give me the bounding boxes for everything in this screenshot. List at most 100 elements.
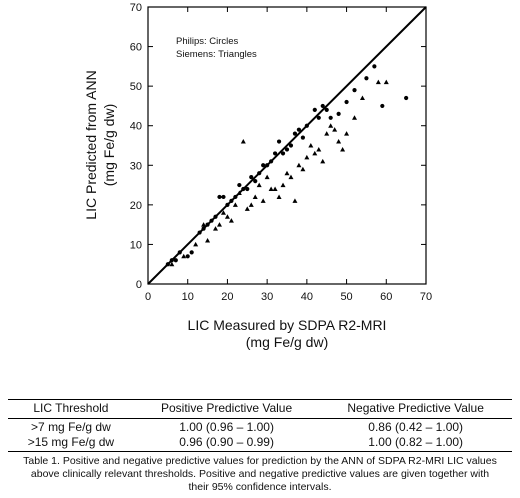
- column-header: Negative Predictive Value: [319, 399, 512, 419]
- philips-circle-point: [229, 198, 234, 203]
- siemens-triangle-point: [336, 139, 342, 144]
- siemens-triangle-point: [264, 174, 270, 180]
- siemens-triangle-point: [300, 166, 306, 172]
- siemens-triangle-point: [280, 182, 286, 188]
- y-tick-label: 60: [130, 42, 142, 54]
- philips-circle-point: [253, 179, 258, 184]
- y-tick-label: 20: [130, 200, 142, 212]
- siemens-triangle-point: [288, 174, 294, 180]
- y-tick-label: 10: [130, 239, 142, 251]
- y-tick-label: 40: [130, 121, 142, 133]
- siemens-triangle-point: [224, 214, 230, 219]
- x-tick-label: 40: [301, 291, 313, 303]
- x-axis-title-line1: LIC Measured by SDPA R2-MRI: [188, 317, 387, 333]
- siemens-triangle-point: [284, 170, 290, 176]
- philips-circle-point: [209, 218, 214, 223]
- x-tick-label: 70: [420, 291, 432, 303]
- siemens-triangle-point: [375, 79, 381, 85]
- philips-circle-point: [288, 143, 294, 148]
- y-axis-title-line2: (mg Fe/g dw): [101, 104, 117, 186]
- siemens-triangle-point: [216, 222, 222, 227]
- philips-circle-point: [189, 250, 194, 255]
- table-cell: 0.96 (0.90 – 0.99): [133, 434, 320, 452]
- table-cell: >15 mg Fe/g dw: [8, 434, 134, 452]
- philips-circle-point: [169, 258, 174, 263]
- siemens-triangle-point: [193, 241, 199, 247]
- siemens-triangle-point: [205, 237, 211, 243]
- philips-circle-point: [352, 88, 357, 93]
- predictive-values-table-block: LIC Threshold Positive Predictive Value …: [8, 399, 512, 494]
- philips-circle-point: [205, 222, 210, 227]
- siemens-triangle-point: [228, 218, 234, 223]
- scatter-chart: 0 10 20 30 40 50 60 70 0 10 20 30 40 50 60 70 Philips: …: [83, 2, 432, 350]
- x-tick-label: 30: [261, 291, 273, 303]
- siemens-triangle-point: [276, 194, 282, 199]
- y-tick-label: 70: [130, 2, 142, 14]
- philips-circle-point: [312, 107, 317, 112]
- philips-circle-point: [249, 175, 254, 180]
- x-tick-label: 10: [182, 291, 194, 303]
- siemens-triangle-point: [316, 146, 322, 152]
- caption-line: Table 1. Positive and negative predictiv…: [23, 455, 497, 467]
- siemens-triangle-point: [213, 226, 219, 231]
- siemens-triangle-point: [332, 127, 338, 132]
- philips-circle-point: [197, 230, 202, 235]
- x-tick-label: 20: [221, 291, 233, 303]
- philips-circle-point: [316, 115, 321, 120]
- siemens-triangle-point: [359, 95, 365, 101]
- philips-circle-point: [241, 186, 246, 192]
- siemens-triangle-point: [320, 158, 326, 164]
- siemens-triangle-point: [296, 162, 302, 168]
- philips-circle-point: [336, 111, 341, 116]
- table-cell: 0.86 (0.42 – 1.00): [368, 420, 464, 434]
- philips-circle-point: [173, 258, 178, 263]
- siemens-triangle-point: [232, 202, 238, 207]
- x-tick-label: 0: [145, 291, 151, 303]
- philips-circle-point: [280, 151, 286, 156]
- philips-circle-point: [165, 262, 170, 267]
- table-cell: 1.00 (0.82 – 1.00): [319, 434, 512, 452]
- siemens-triangle-point: [340, 146, 346, 152]
- philips-circle-point: [304, 123, 309, 128]
- philips-circle-point: [364, 76, 369, 81]
- annotation-philips: Philips: Circles: [176, 36, 239, 47]
- siemens-triangle-point: [328, 123, 334, 128]
- table-cell: >7 mg Fe/g dw: [31, 420, 111, 434]
- siemens-triangle-point: [252, 194, 258, 199]
- philips-circle-point: [237, 182, 242, 188]
- siemens-triangle-point: [292, 198, 298, 203]
- philips-circle-point: [261, 163, 266, 168]
- philips-circle-point: [217, 194, 222, 200]
- y-axis-title-line1: LIC Predicted from ANN: [83, 70, 99, 219]
- philips-circle-point: [185, 254, 190, 259]
- predictive-values-table: LIC Threshold Positive Predictive Value …: [8, 399, 512, 452]
- siemens-triangle-point: [324, 131, 330, 136]
- identity-line: [147, 6, 427, 285]
- column-header: Positive Predictive Value: [133, 399, 320, 419]
- philips-circle-point: [257, 171, 262, 176]
- y-tick-label: 0: [136, 279, 142, 291]
- philips-circle-point: [272, 151, 278, 156]
- philips-circle-point: [225, 202, 230, 207]
- philips-circle-point: [233, 194, 238, 200]
- x-tick-label: 60: [380, 291, 392, 303]
- philips-circle-point: [328, 115, 333, 120]
- siemens-triangle-point: [260, 198, 266, 203]
- caption-line: their 95% confidence intervals.: [188, 481, 332, 493]
- annotation-siemens: Siemens: Triangles: [176, 49, 257, 60]
- x-tick-label: 50: [340, 291, 352, 303]
- table-row: >15 mg Fe/g dw 0.96 (0.90 – 0.99) 1.00 (…: [8, 434, 512, 452]
- philips-circle-point: [276, 139, 282, 144]
- philips-circle-point: [404, 95, 409, 101]
- y-tick-label: 30: [130, 160, 142, 172]
- siemens-triangle-point: [169, 261, 175, 267]
- x-axis-title-line2: (mg Fe/g dw): [246, 334, 328, 350]
- philips-circle-point: [380, 103, 385, 109]
- siemens-triangle-point: [308, 143, 314, 148]
- philips-circle-point: [269, 159, 274, 164]
- siemens-triangle-point: [268, 186, 274, 192]
- siemens-triangle-point: [272, 186, 278, 192]
- philips-circle-point: [296, 127, 302, 132]
- siemens-triangle-point: [201, 222, 207, 227]
- siemens-triangle-point: [236, 190, 242, 195]
